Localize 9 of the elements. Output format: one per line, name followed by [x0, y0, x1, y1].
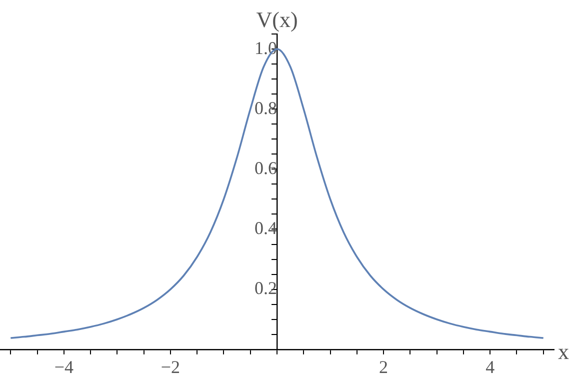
x-axis-title: x — [558, 339, 569, 364]
x-tick-label: 2 — [379, 356, 388, 377]
x-tick-label: −2 — [160, 356, 180, 377]
y-tick-label: 0.2 — [254, 278, 277, 298]
y-tick-label: 0.8 — [254, 98, 277, 118]
x-tick-label: −4 — [54, 356, 74, 377]
y-tick-label: 0.6 — [254, 158, 277, 178]
x-tick-label: 4 — [486, 356, 495, 377]
y-axis-title: V(x) — [256, 6, 298, 32]
